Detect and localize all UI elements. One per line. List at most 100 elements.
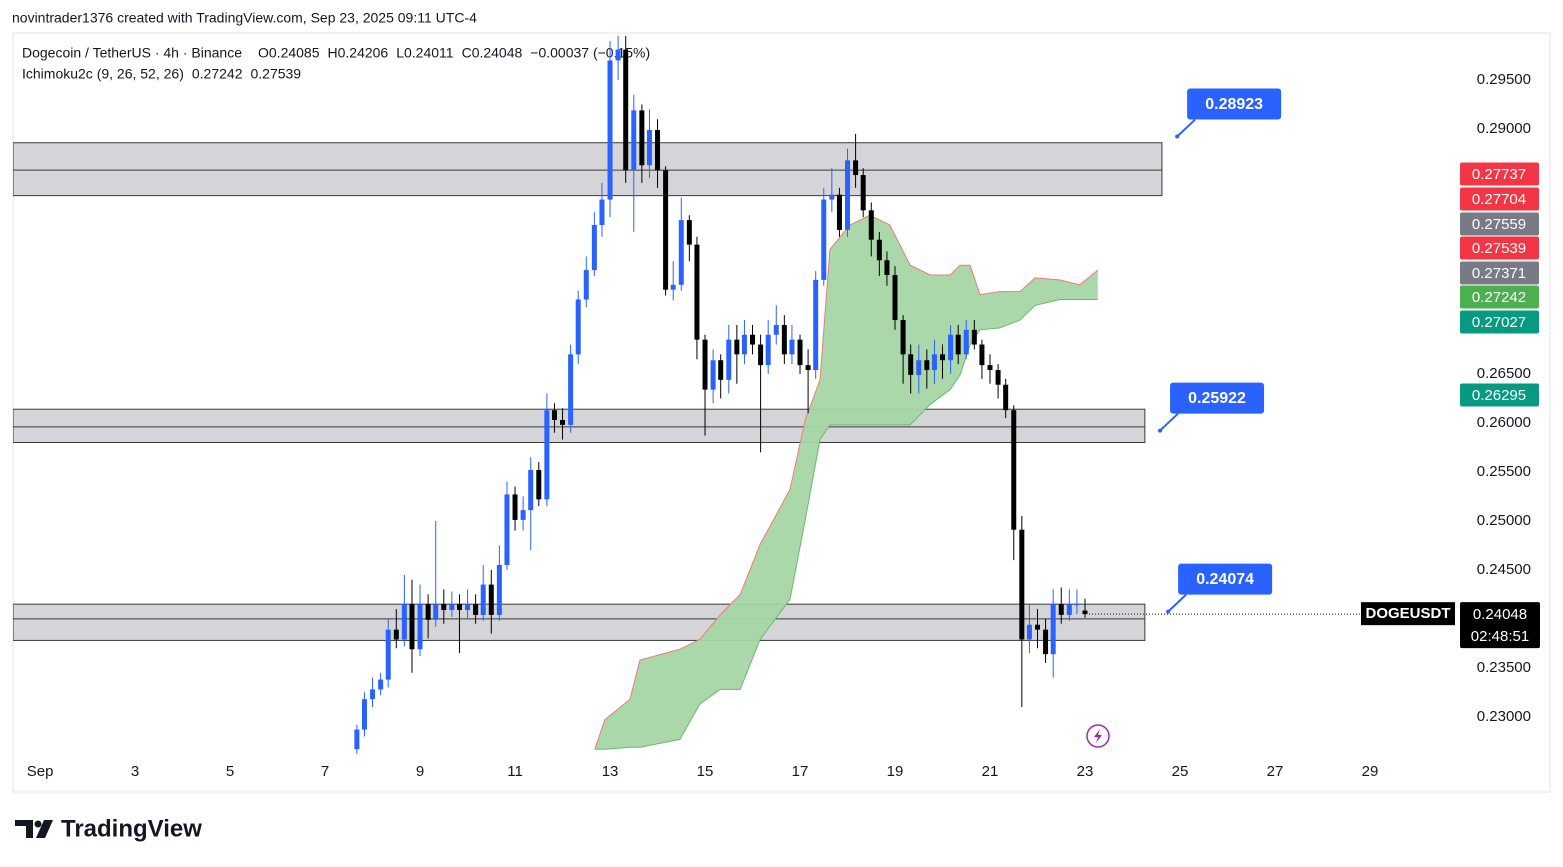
candle-body <box>473 604 479 615</box>
candle-body <box>456 604 462 611</box>
logo-mark <box>15 820 33 838</box>
candle-body <box>1050 604 1056 655</box>
current-price: 0.24048 <box>1473 606 1527 623</box>
candle-body <box>860 175 866 211</box>
icon-bolt <box>1094 729 1102 743</box>
candle-body <box>441 604 447 611</box>
price-label: 0.27539 <box>1472 240 1526 257</box>
price-label-box <box>1460 383 1539 407</box>
price-label: 0.26295 <box>1472 387 1526 404</box>
candle-body <box>425 604 431 620</box>
cloud-lower-line <box>594 299 1098 750</box>
candle-body <box>829 194 835 200</box>
candle-body <box>488 584 494 615</box>
candle-body <box>536 469 542 500</box>
symbol-box <box>1361 602 1455 626</box>
y-tick-label: 0.29500 <box>1477 71 1531 88</box>
candle-body <box>726 339 732 380</box>
candle-body <box>900 320 906 355</box>
countdown: 02:48:51 <box>1471 628 1529 645</box>
ohlc-value: H0.24206 <box>328 45 389 61</box>
candle-body <box>1035 624 1041 630</box>
x-tick-label: 27 <box>1267 763 1284 780</box>
candle-body <box>797 339 803 366</box>
candle-body <box>1058 604 1064 615</box>
y-tick-label: 0.23000 <box>1477 708 1531 725</box>
candle-body <box>465 604 471 611</box>
candle-body <box>599 199 605 226</box>
candle-body <box>868 210 874 240</box>
candle-body <box>615 49 621 61</box>
candle-body <box>393 629 399 640</box>
price-label: 0.27704 <box>1472 191 1526 208</box>
candle-body <box>971 329 977 345</box>
x-tick-label: 9 <box>416 763 424 780</box>
candle-body <box>504 494 510 565</box>
candle-body <box>813 279 819 371</box>
candle-body <box>955 334 961 355</box>
candle-body <box>995 370 1001 385</box>
cloud-fill <box>594 215 1098 750</box>
candle-body <box>805 365 811 371</box>
y-tick-label: 0.25500 <box>1477 463 1531 480</box>
candle-body <box>646 129 652 166</box>
logo-text: TradingView <box>61 815 202 842</box>
price-box <box>1460 602 1540 649</box>
candle-body <box>789 339 795 355</box>
price-label-box <box>1460 285 1539 309</box>
price-label-box <box>1460 162 1539 186</box>
x-tick-label: 19 <box>887 763 904 780</box>
x-tick-label: 25 <box>1172 763 1189 780</box>
candle-body <box>639 110 645 166</box>
callout-label: 0.24074 <box>1196 571 1254 588</box>
icon-circle <box>1086 724 1110 748</box>
indicator-value: 0.27539 <box>250 66 301 82</box>
logo: TradingView <box>15 815 202 842</box>
candle-body <box>354 729 360 750</box>
candle-body <box>710 360 716 390</box>
indicator-label: Ichimoku2c (9, 26, 52, 26) <box>22 66 184 82</box>
candle-body <box>480 584 486 615</box>
candle-body <box>924 360 930 371</box>
candle-body <box>765 334 771 366</box>
candle-body <box>758 344 764 366</box>
candle-body <box>1066 604 1072 615</box>
price-label: 0.27242 <box>1472 289 1526 306</box>
candle-body <box>560 419 566 425</box>
candle-body <box>948 334 954 361</box>
candle-body <box>1026 624 1032 640</box>
price-label: 0.27737 <box>1472 166 1526 183</box>
candle-body <box>370 689 376 700</box>
candle-body <box>1003 384 1009 411</box>
candle-body <box>496 564 502 615</box>
candle-body <box>1082 610 1088 615</box>
candle-body <box>963 329 969 355</box>
candle-body <box>821 199 827 280</box>
candle-body <box>663 170 669 290</box>
candle-body <box>931 354 937 371</box>
price-label: 0.27371 <box>1472 265 1526 282</box>
candle-body <box>908 354 914 375</box>
x-tick-label: 13 <box>602 763 619 780</box>
callout-pointer <box>1159 412 1179 432</box>
candle-body <box>433 604 439 620</box>
plot <box>13 35 1163 755</box>
x-tick-label: 17 <box>792 763 809 780</box>
ohlc-value: C0.24048 <box>462 45 523 61</box>
price-label-box <box>1460 212 1539 236</box>
candle-body <box>670 284 676 290</box>
candle-body <box>741 334 747 355</box>
candle-body <box>401 604 407 640</box>
candle-body <box>551 410 557 420</box>
price-label-box <box>1460 187 1539 211</box>
candle-body <box>607 60 613 200</box>
candle-body <box>734 339 740 355</box>
candle-body <box>544 410 550 500</box>
price-label-box <box>1460 236 1539 260</box>
candle-body <box>520 510 526 520</box>
candle-body <box>987 365 993 371</box>
candle-body <box>781 324 787 355</box>
